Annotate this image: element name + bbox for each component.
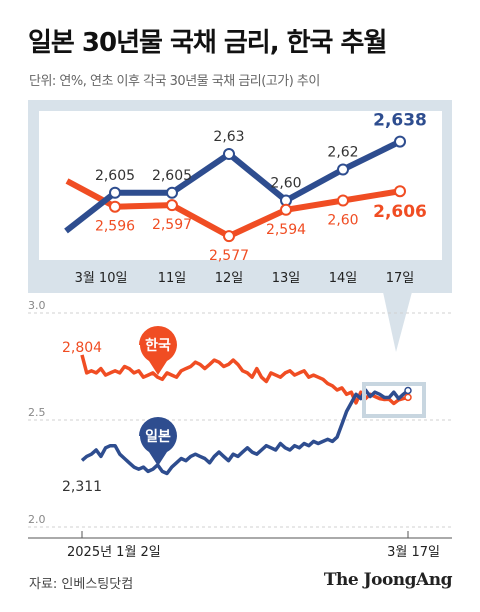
detail-point-korea: [337, 194, 349, 207]
publisher-logo: The JoongAng: [323, 570, 453, 590]
main-y-tick-label: 3.0: [28, 299, 46, 312]
detail-point-japan: [337, 163, 349, 176]
main-x-tick-label: 2025년 1월 2일: [67, 545, 161, 560]
detail-point-korea: [394, 185, 406, 198]
detail-data-label-japan: 2,605: [152, 168, 192, 184]
source-note: 자료: 인베스팅닷컴: [29, 577, 134, 592]
detail-data-label-korea: 2,60: [327, 213, 358, 229]
main-y-tick-label: 2.5: [28, 406, 46, 419]
main-start-label-korea: 2,804: [62, 340, 102, 356]
detail-point-korea: [280, 203, 292, 216]
detail-point-japan: [394, 135, 406, 148]
detail-data-label-korea: 2,597: [152, 217, 192, 233]
detail-data-label-korea: 2,606: [373, 202, 427, 222]
series-badge-label-japan: 일본: [145, 429, 171, 445]
detail-data-label-japan: 2,638: [373, 111, 427, 131]
detail-data-label-japan: 2,62: [327, 145, 358, 161]
detail-point-japan: [109, 186, 121, 199]
detail-data-label-japan: 2,63: [213, 129, 244, 145]
detail-x-tick-label: 17일: [386, 271, 415, 286]
series-badge-label-korea: 한국: [145, 338, 171, 354]
detail-data-label-korea: 2,596: [95, 219, 135, 235]
detail-point-japan: [166, 186, 178, 199]
detail-data-label-japan: 2,60: [270, 176, 301, 192]
detail-data-label-korea: 2,594: [266, 222, 306, 238]
callout-pointer: [383, 292, 412, 352]
highlight-box: [362, 382, 426, 418]
main-x-tick-label: 3월 17일: [387, 545, 440, 560]
main-end-point-korea: [404, 393, 412, 402]
detail-x-tick-label: 14일: [329, 271, 358, 286]
detail-x-tick-label: 12일: [215, 271, 244, 286]
detail-x-tick-label: 3월 10일: [75, 271, 128, 286]
detail-panel: [39, 111, 442, 260]
main-end-point-japan: [404, 386, 412, 395]
detail-x-tick-label: 13일: [272, 271, 301, 286]
main-y-tick-label: 2.0: [28, 513, 46, 526]
detail-point-korea: [223, 230, 235, 243]
page-title: 일본 30년물 국채 금리, 한국 추월: [28, 28, 387, 58]
main-start-label-japan: 2,311: [62, 479, 102, 495]
series-badge-japan: [139, 416, 177, 466]
detail-chart: 3월 10일 11일 12일 13일 14일 17일 2,605 2,605 2,63 2,60 2…: [64, 111, 427, 286]
detail-point-korea: [109, 200, 121, 213]
page-subtitle: 단위: 연%, 연초 이후 각국 30년물 국채 금리(고가) 추이: [29, 74, 320, 89]
main-line-japan: [80, 388, 410, 476]
detail-data-label-korea: 2,577: [209, 248, 249, 264]
detail-data-label-japan: 2,605: [95, 168, 135, 184]
detail-point-japan: [223, 148, 235, 160]
detail-point-korea: [166, 199, 178, 212]
series-badge-korea: [139, 325, 177, 375]
main-grid: 3.0 2.5 2.0 2025년 1월 2일 3월 17일: [28, 299, 452, 560]
detail-x-tick-label: 11일: [158, 271, 187, 286]
